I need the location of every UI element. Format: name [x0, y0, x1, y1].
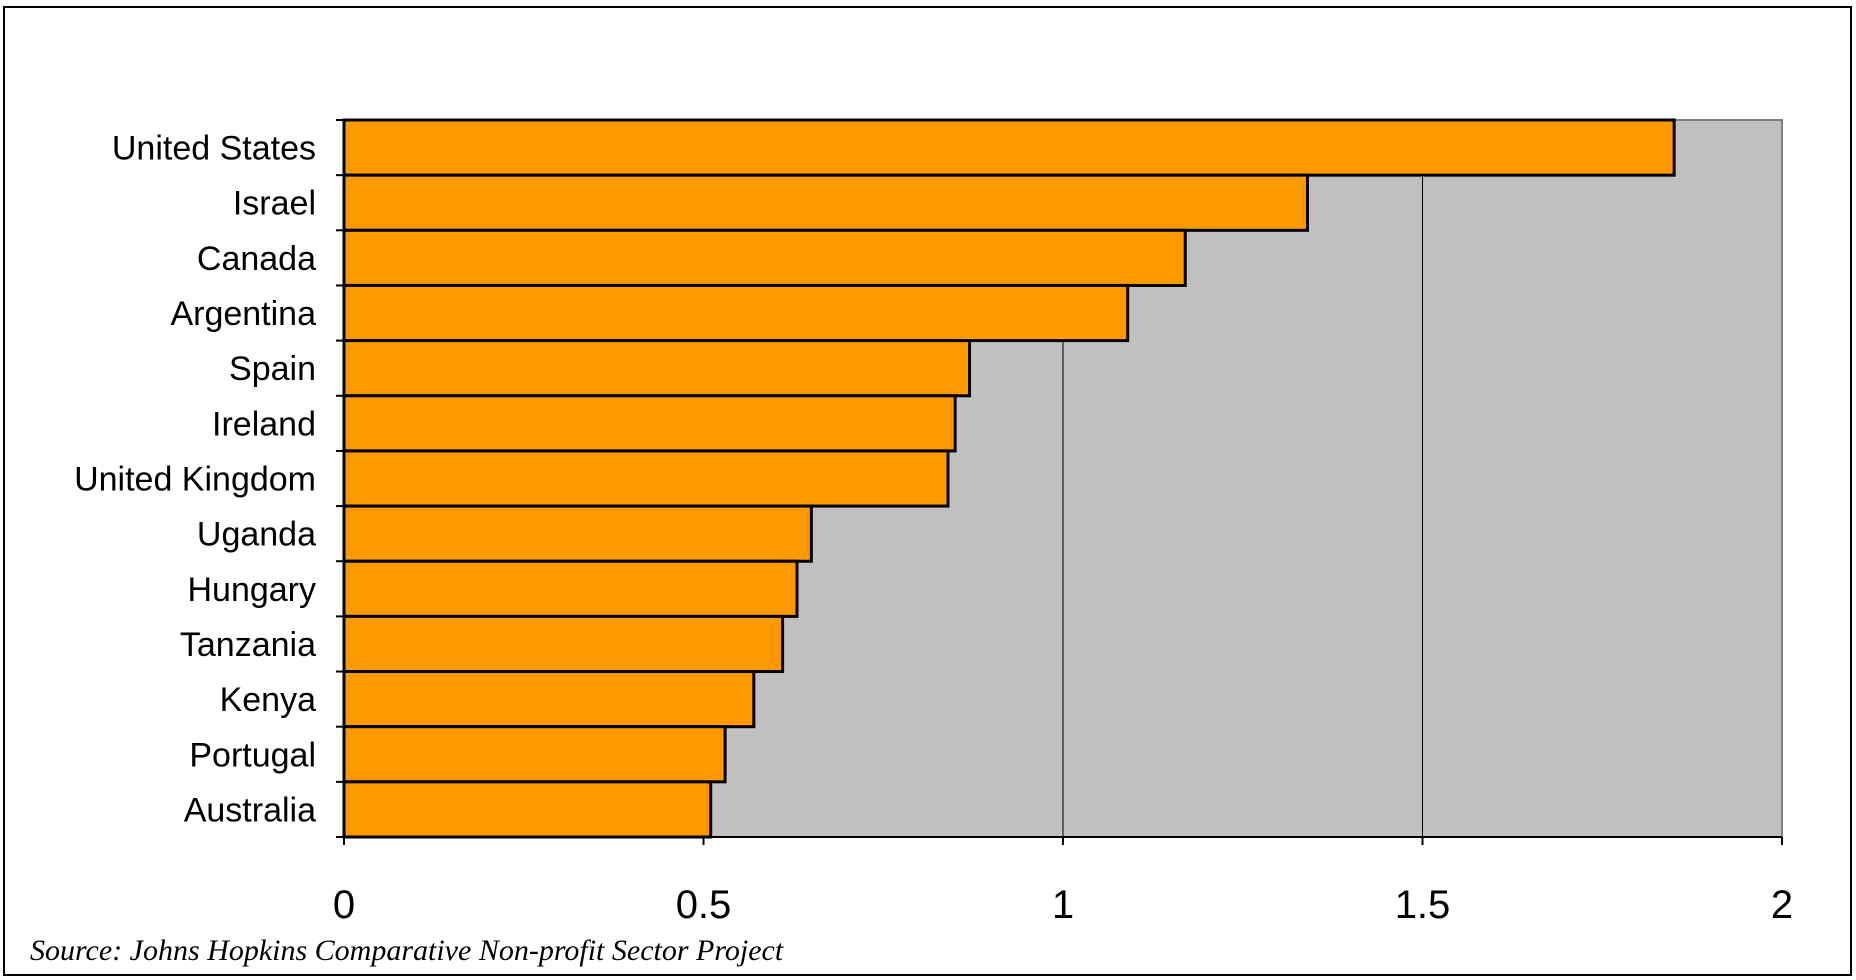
- category-label: Argentina: [170, 295, 316, 333]
- category-labels: United States Israel Canada Argentina Spain I…: [74, 130, 316, 830]
- bar-united-kingdom: [342, 449, 950, 508]
- x-tick-labels: 0 0.5 1 1.5 2: [333, 883, 1793, 927]
- category-label: Ireland: [212, 405, 316, 443]
- bar-united-states: [342, 118, 1676, 177]
- category-label: Portugal: [189, 736, 316, 774]
- source-note: Source: Johns Hopkins Comparative Non-pr…: [30, 934, 784, 967]
- bar-australia: [342, 780, 713, 839]
- category-label: Tanzania: [180, 626, 316, 664]
- bar-argentina: [342, 283, 1130, 343]
- bar-canada: [342, 228, 1187, 287]
- bars: [342, 118, 1676, 839]
- category-label: Uganda: [197, 516, 316, 554]
- category-label: United States: [112, 130, 316, 168]
- category-label: Kenya: [220, 681, 316, 719]
- x-tick-label: 1: [1052, 883, 1074, 927]
- axes: [336, 119, 1783, 845]
- bar-uganda: [342, 504, 813, 563]
- category-label: Israel: [233, 185, 316, 223]
- category-label: United Kingdom: [74, 461, 316, 499]
- x-tick-label: 0: [333, 883, 355, 927]
- x-tick-label: 0.5: [676, 883, 732, 927]
- bar-spain: [342, 339, 972, 398]
- x-tick-label: 1.5: [1395, 883, 1451, 927]
- bar-portugal: [342, 725, 727, 784]
- category-label: Spain: [229, 350, 316, 388]
- category-label: Canada: [197, 240, 316, 278]
- category-label: Australia: [184, 791, 316, 829]
- bar-ireland: [342, 394, 957, 453]
- bar-israel: [342, 173, 1309, 232]
- x-tick-label: 2: [1771, 883, 1793, 927]
- bar-kenya: [342, 670, 756, 729]
- bar-hungary: [342, 559, 799, 618]
- bar-tanzania: [342, 614, 785, 674]
- category-label: Hungary: [187, 571, 316, 609]
